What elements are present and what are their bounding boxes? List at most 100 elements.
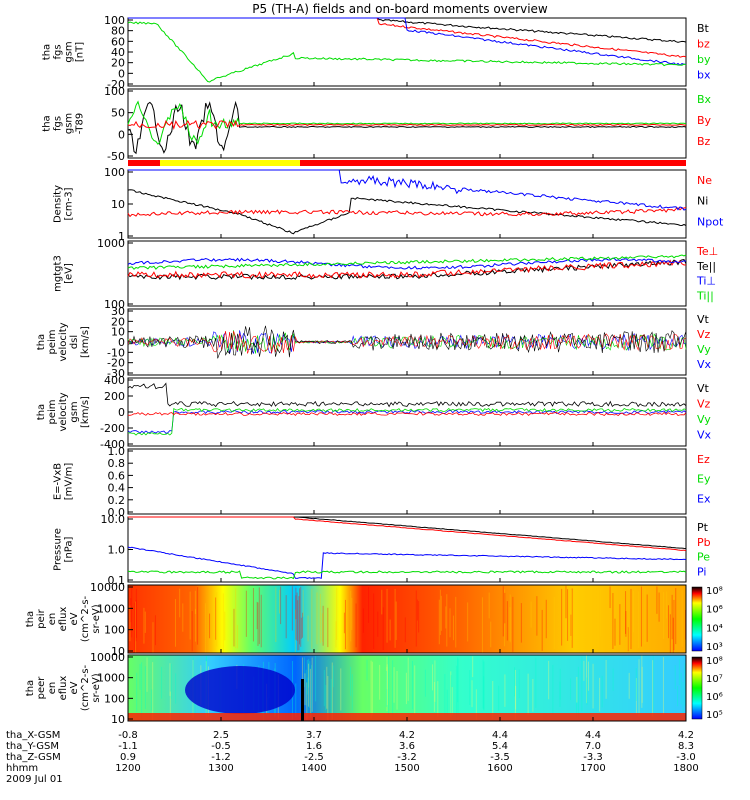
series-line-vz	[127, 411, 687, 416]
spectrogram-pixel	[309, 661, 311, 708]
y-tick-label: 1000	[97, 602, 125, 615]
series-line-by	[127, 21, 687, 83]
spectrogram-pixel	[373, 593, 375, 649]
spectrogram-pixel	[605, 659, 607, 699]
spectrogram-pixel	[285, 595, 287, 639]
spectrogram-pixel	[502, 586, 504, 637]
spectrogram-pixel	[509, 607, 511, 641]
y-axis-label: [km/s]	[80, 326, 91, 358]
spectrogram-pixel	[514, 669, 516, 720]
y-axis-label: peim	[47, 329, 58, 354]
y-tick-label: 100	[104, 624, 125, 637]
spectrogram-pixel	[392, 660, 394, 718]
y-tick-label: 1	[118, 230, 125, 243]
spectrogram-pixel	[304, 673, 306, 706]
spectrogram-pixel	[492, 680, 494, 719]
spectrogram-pixel	[506, 601, 508, 641]
x-tick-label: -3.5	[490, 752, 510, 763]
y-axis-label: tha	[42, 115, 53, 131]
y-tick-label: 0.0	[108, 506, 126, 519]
spectrogram-pixel	[291, 586, 293, 631]
series-line-ni	[127, 189, 687, 235]
spectrogram-pixel	[330, 678, 332, 721]
spectrogram-pixel	[388, 656, 390, 715]
spectrogram-pixel	[592, 663, 594, 709]
y-axis-label: -T89	[75, 113, 86, 135]
y-tick-label: 1.0	[108, 544, 126, 557]
spectrogram-pixel	[382, 607, 384, 650]
series-line-pi	[127, 546, 687, 579]
y-tick-label: 80	[111, 25, 125, 38]
spectrogram-pixel	[130, 598, 132, 623]
y-tick-label: -20	[107, 357, 125, 370]
spectrogram-pixel	[175, 599, 177, 647]
y-tick-label: 0.6	[108, 469, 126, 482]
y-tick-label: 40	[111, 46, 125, 59]
spectrogram-pixel	[414, 665, 416, 714]
y-tick-label: 0	[118, 128, 125, 141]
mode-bar-yellow	[160, 160, 300, 166]
legend-entry: Bx	[697, 93, 712, 106]
spectrogram-pixel	[449, 608, 451, 638]
spectrogram-pixel	[295, 595, 297, 640]
spectrogram-pixel	[175, 673, 177, 704]
spectrogram-pixel	[308, 663, 310, 707]
spectrogram-pixel	[652, 655, 654, 713]
spectrogram-pixel	[182, 603, 184, 632]
spectrogram-pixel	[418, 601, 420, 633]
series-line-pe	[127, 570, 687, 580]
spectrogram-pixel	[504, 589, 506, 647]
spectrogram-pixel	[684, 663, 686, 707]
spectrogram-pixel	[673, 597, 675, 644]
spectrogram-pixel	[559, 668, 561, 700]
y-tick-label: 100	[104, 14, 125, 27]
legend-entry: Vy	[697, 413, 711, 426]
y-tick-label: 30	[111, 305, 125, 318]
panel-elec-spec: 10⁸ 10⁷ 10⁶ 10⁵ 10000 1000 100 10 tha peer en eflux…	[25, 651, 723, 726]
y-axis-label: eV	[69, 612, 80, 625]
spectrogram-pixel	[553, 597, 555, 649]
spectrogram-pixel	[475, 689, 477, 720]
spectrogram-pixel	[424, 669, 426, 697]
spectrogram-pixel	[446, 594, 448, 647]
spectrogram-pixel	[152, 662, 154, 721]
spectrogram-pixel	[536, 596, 538, 636]
spectrogram-pixel	[307, 677, 309, 719]
x-tick-label: -1.2	[211, 752, 231, 763]
mode-bar-red	[128, 160, 686, 166]
panel-efield: 1.00.80.60.40.20.0 E=-VxB [mV/m] Ez Ey Ex	[53, 445, 711, 519]
x-tick-label: 1800	[673, 763, 698, 774]
panel-vel-i: 400 200 0 -200 -400 tha peim velocity gsm [km/s] V…	[36, 374, 712, 451]
spectrogram-pixel	[469, 670, 471, 705]
colorbar-tick-label: 10⁵	[706, 710, 723, 721]
spectrogram-pixel	[298, 596, 300, 651]
legend-entry: Npot	[697, 215, 724, 228]
spectrogram-pixel	[377, 611, 379, 637]
x-axis-row-label: tha_Y-GSM	[6, 741, 59, 752]
spectrogram-pixel	[296, 592, 298, 641]
y-tick-label: 1000	[97, 237, 125, 250]
y-tick-label: 100	[104, 298, 125, 311]
y-tick-label: 1000	[97, 672, 125, 685]
spectrogram-pixel	[362, 608, 364, 633]
colorbar-tick-label: 10⁸	[706, 586, 723, 597]
y-tick-label: -10	[107, 346, 125, 359]
spectrogram-pixel	[151, 689, 153, 711]
spectrogram-pixel	[307, 615, 309, 642]
x-axis-row-label: tha_X-GSM	[6, 730, 60, 741]
spectrogram-pixel	[297, 600, 299, 651]
spectrogram-pixel	[669, 614, 671, 653]
spectrogram-pixel	[393, 667, 395, 703]
spectrogram-pixel	[614, 618, 616, 646]
x-tick-label: 4.4	[492, 730, 508, 741]
spectrogram-pixel	[368, 586, 370, 623]
spectrogram-pixel	[404, 617, 406, 643]
spectrogram-pixel	[514, 667, 516, 697]
spectrogram-pixel	[143, 607, 145, 644]
spectrogram-pixel	[680, 672, 682, 705]
spectrogram-pixel	[327, 607, 329, 648]
y-tick-label: 60	[111, 35, 125, 48]
spectrogram-pixel	[576, 676, 578, 703]
spectrogram-pixel	[257, 602, 259, 646]
legend-entry: Pb	[697, 536, 711, 549]
